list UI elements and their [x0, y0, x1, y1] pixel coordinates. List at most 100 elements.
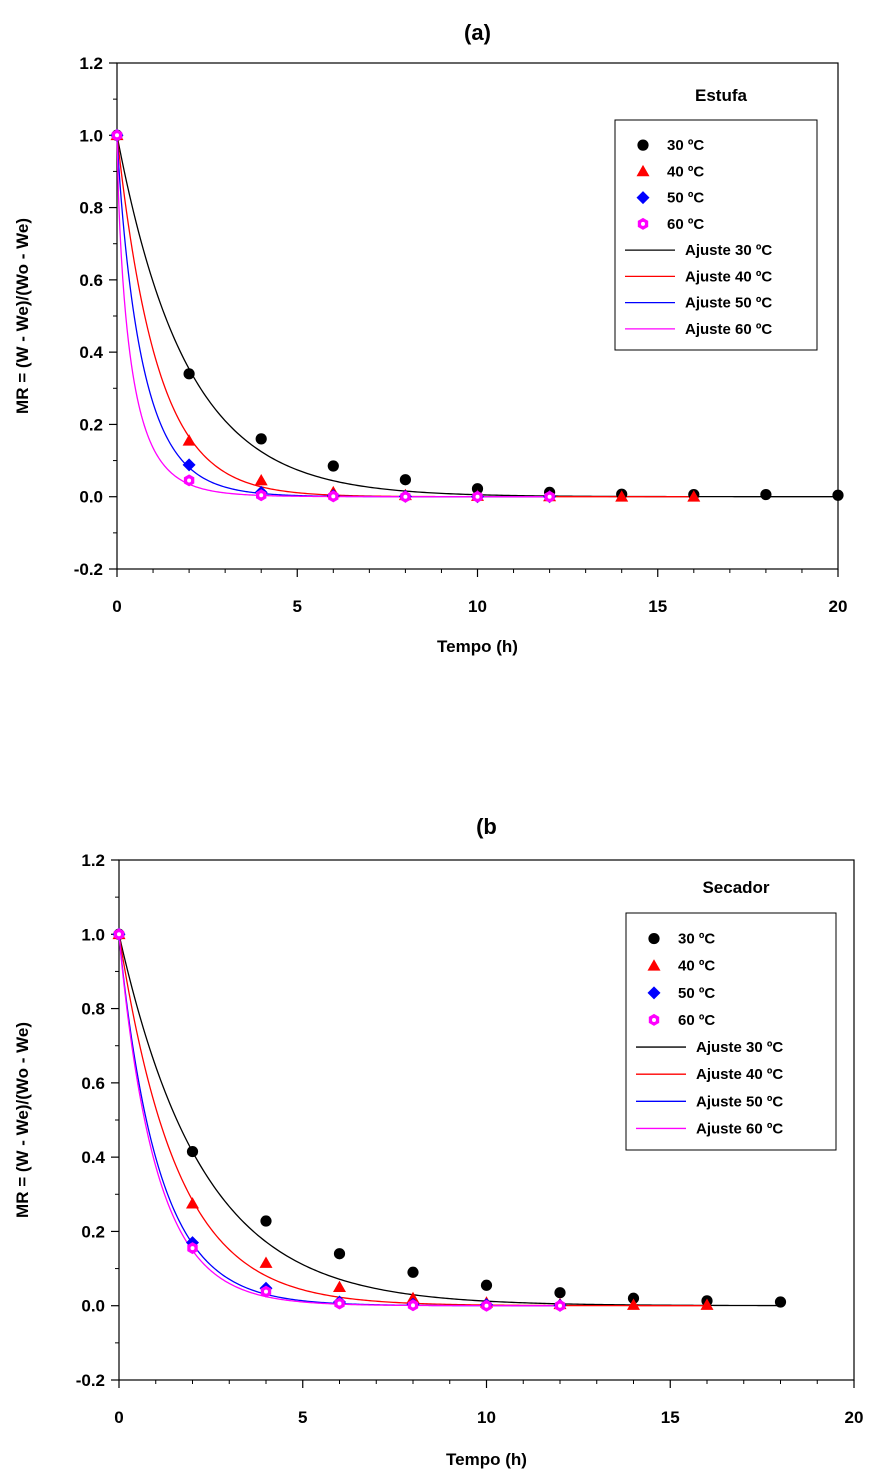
- y-tick-label: 1.0: [81, 925, 105, 944]
- data-point-triangle: [259, 1256, 273, 1268]
- data-point-circle: [554, 1287, 566, 1299]
- data-point-circle: [471, 483, 484, 495]
- data-point-circle: [333, 1248, 346, 1260]
- legend-marker: [636, 164, 650, 177]
- y-tick-label: -0.2: [74, 560, 103, 579]
- y-tick-label: 0.6: [81, 1074, 105, 1093]
- legend-label: 40 ºC: [678, 958, 715, 975]
- hexagon-marker-center: [337, 1301, 342, 1306]
- legend-label: 30 ºC: [678, 931, 715, 948]
- data-point-hexagon: [256, 489, 267, 502]
- data-point-triangle: [406, 1291, 420, 1304]
- hexagon-marker-center: [652, 1017, 656, 1022]
- legend-marker: [648, 1013, 660, 1026]
- data-point-triangle: [254, 473, 268, 486]
- data-point-hexagon: [187, 1242, 198, 1255]
- data-point-hexagon: [260, 1285, 272, 1298]
- hexagon-marker-center: [264, 1289, 268, 1294]
- data-point-circle: [183, 368, 195, 380]
- hexagon-marker-center: [187, 478, 192, 483]
- legend-marker: [636, 191, 650, 205]
- legend-label: Ajuste 60 ºC: [696, 1120, 783, 1137]
- data-point-circle: [327, 460, 339, 472]
- x-tick-label: 0: [112, 597, 121, 616]
- hexagon-marker-center: [558, 1303, 562, 1308]
- legend-label: Ajuste 40 ºC: [696, 1066, 783, 1083]
- legend-label: Ajuste 50 ºC: [685, 295, 772, 312]
- data-point-triangle: [333, 1280, 346, 1293]
- x-tick-label: 5: [298, 1408, 307, 1427]
- data-point-circle: [774, 1296, 787, 1308]
- y-tick-label: -0.2: [76, 1371, 105, 1390]
- x-tick-label: 20: [829, 597, 848, 616]
- series-line-ajuste-40-c: [116, 135, 694, 498]
- y-axis-label: MR = (W - We)/(Wo - We): [13, 1022, 32, 1218]
- legend-marker: [647, 986, 661, 1000]
- data-point-hexagon: [183, 474, 195, 487]
- data-point-triangle: [687, 490, 701, 502]
- y-tick-label: 0.6: [79, 271, 103, 290]
- data-point-triangle: [182, 434, 196, 446]
- legend-label: 40 ºC: [667, 163, 704, 180]
- series-line-ajuste-40-c: [118, 934, 707, 1307]
- panel-b: (b Secador 0 5 10 15 20 -0.2 0.0 0.2 0.4 0.6 0.8 1.0 1…: [13, 814, 863, 1469]
- y-tick-label: 0.4: [79, 343, 103, 362]
- legend-label: Ajuste 30 ºC: [685, 242, 772, 259]
- y-tick-label: 0.0: [81, 1297, 105, 1316]
- x-tick-label: 5: [293, 597, 302, 616]
- data-point-circle: [186, 1145, 199, 1158]
- panel-a: (a) Estufa 0 5 10 15 20 -0.2 0.0 0.2 0.4 0.6 0.8 1.0 1…: [13, 20, 847, 656]
- data-point-triangle: [627, 1298, 640, 1310]
- y-tick-label: 1.0: [79, 126, 103, 145]
- x-tick-label: 10: [468, 597, 487, 616]
- data-point-hexagon: [328, 490, 339, 503]
- hexagon-marker-center: [641, 221, 645, 226]
- chart-title: (a): [464, 20, 491, 45]
- data-point-hexagon: [481, 1299, 492, 1312]
- data-point-hexagon: [554, 1299, 566, 1312]
- data-point-triangle: [700, 1298, 714, 1310]
- hexagon-marker-center: [547, 494, 552, 499]
- hexagon-marker-center: [484, 1303, 489, 1308]
- series-line-ajuste-60-c: [116, 135, 550, 498]
- y-tick-label: 0.8: [79, 199, 103, 218]
- data-point-triangle: [615, 490, 629, 502]
- hexagon-marker-center: [403, 494, 408, 499]
- data-point-hexagon: [472, 490, 483, 503]
- hexagon-marker-center: [117, 932, 121, 937]
- data-point-hexagon: [334, 1297, 345, 1310]
- data-point-circle: [480, 1279, 493, 1291]
- x-axis-label: Tempo (h): [446, 1450, 527, 1469]
- legend-marker: [647, 959, 661, 971]
- legend-marker: [637, 217, 649, 230]
- data-point-diamond: [182, 458, 196, 472]
- legend-marker: [648, 932, 660, 945]
- data-point-hexagon: [544, 490, 555, 503]
- y-tick-label: 1.2: [81, 851, 105, 870]
- legend-label: Ajuste 30 ºC: [696, 1039, 783, 1056]
- legend-label: Ajuste 50 ºC: [696, 1093, 783, 1110]
- annotation-label: Estufa: [695, 86, 748, 105]
- data-point-hexagon: [400, 490, 411, 503]
- hexagon-marker-center: [411, 1303, 415, 1308]
- x-tick-label: 0: [114, 1408, 123, 1427]
- chart-title: (b: [476, 814, 497, 839]
- y-tick-label: 0.0: [79, 488, 103, 507]
- data-point-circle: [399, 474, 411, 486]
- legend-marker: [637, 139, 649, 151]
- hexagon-marker-center: [115, 133, 119, 138]
- y-tick-label: 1.2: [79, 54, 103, 73]
- data-point-hexagon: [111, 129, 123, 142]
- data-point-circle: [627, 1292, 640, 1304]
- y-tick-label: 0.2: [79, 415, 103, 434]
- legend-label: Ajuste 60 ºC: [685, 321, 772, 338]
- legend-label: 60 ºC: [667, 216, 704, 233]
- y-tick-label: 0.4: [81, 1148, 105, 1167]
- x-tick-label: 10: [477, 1408, 496, 1427]
- hexagon-marker-center: [190, 1246, 195, 1251]
- data-point-hexagon: [113, 928, 125, 941]
- hexagon-marker-center: [475, 494, 480, 499]
- legend-label: Ajuste 40 ºC: [685, 268, 772, 285]
- legend-label: 30 ºC: [667, 137, 704, 154]
- x-tick-label: 15: [648, 597, 667, 616]
